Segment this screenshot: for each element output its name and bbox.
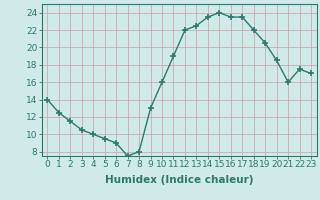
X-axis label: Humidex (Indice chaleur): Humidex (Indice chaleur) — [105, 175, 253, 185]
